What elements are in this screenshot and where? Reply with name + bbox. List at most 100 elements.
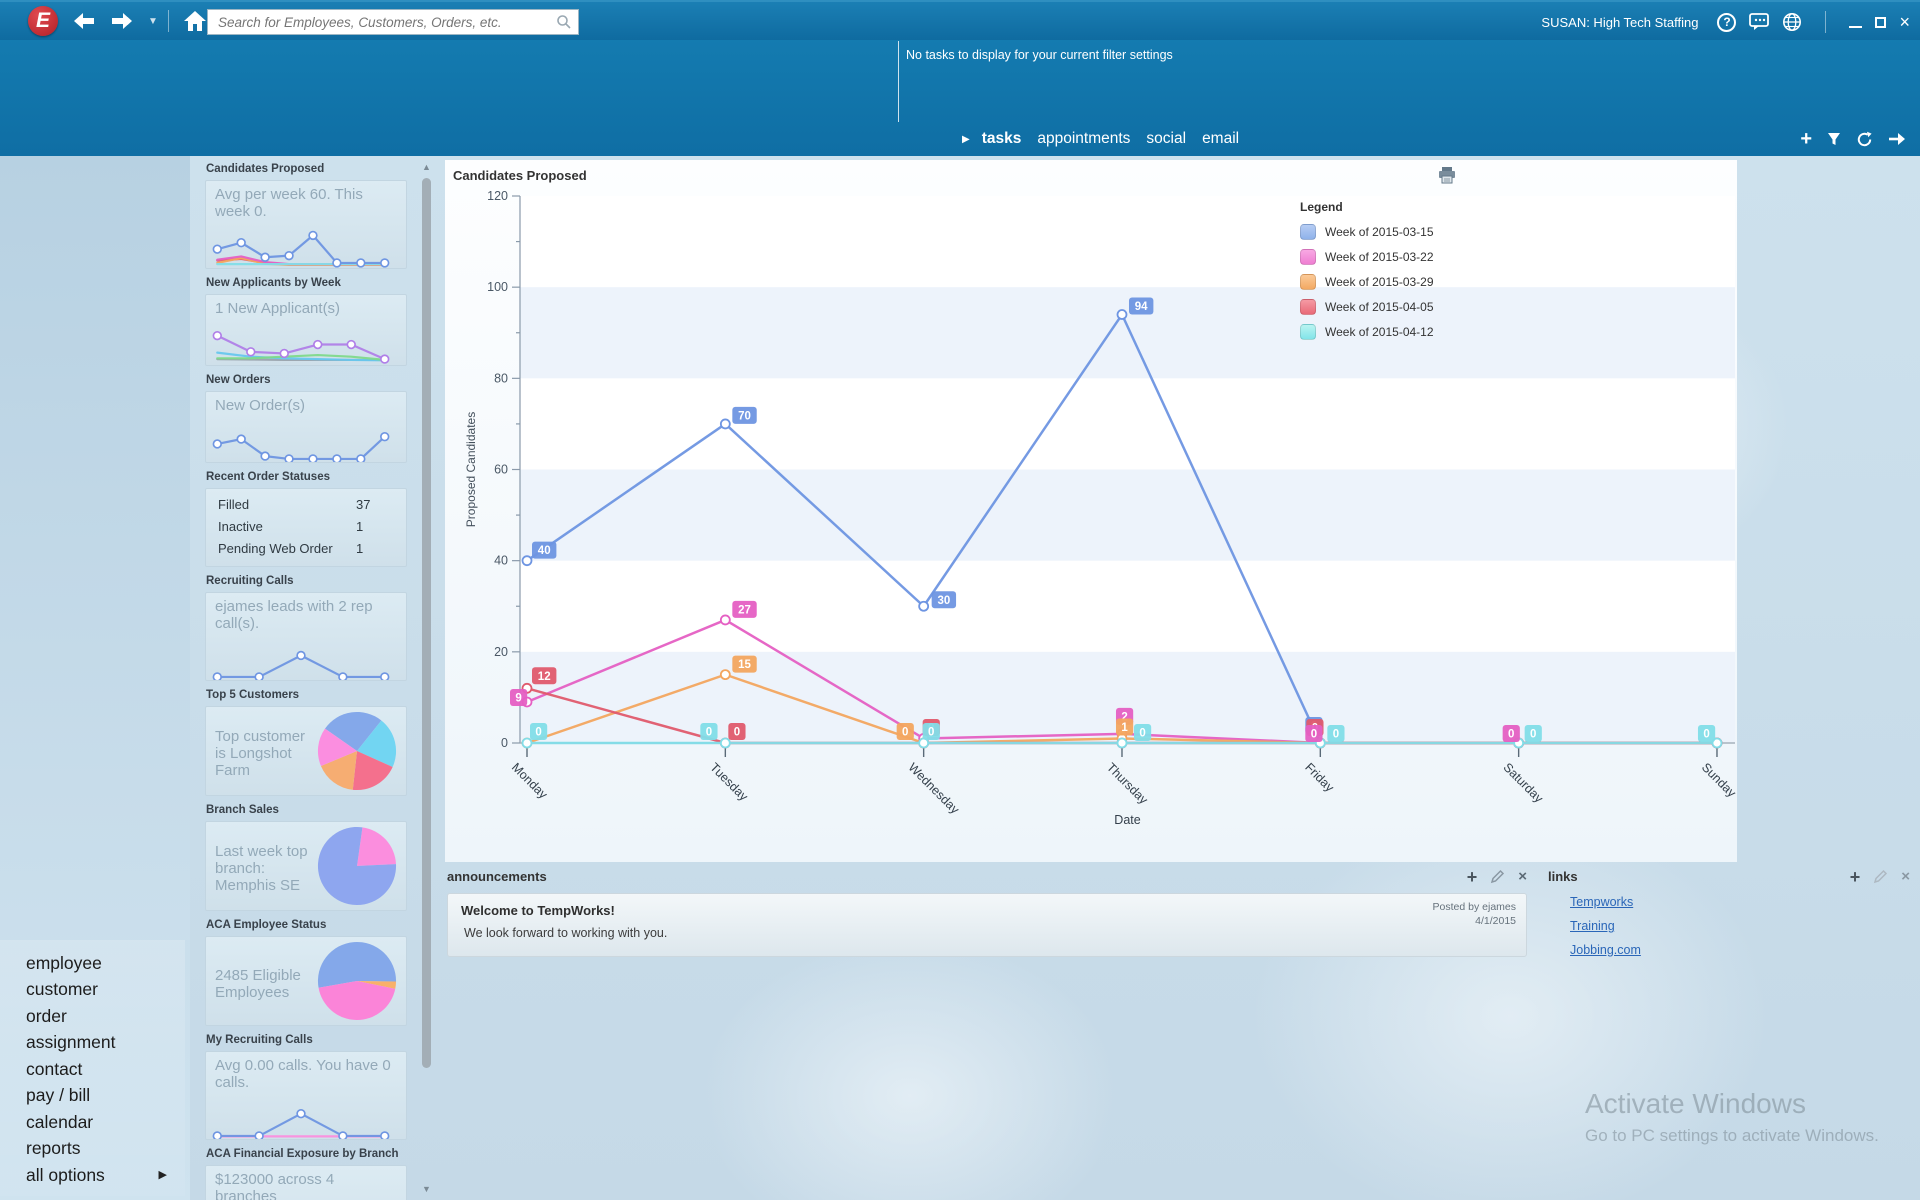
restore-button[interactable] bbox=[1875, 16, 1887, 28]
announcement-body: We look forward to working with you. bbox=[464, 926, 668, 940]
filter-icon[interactable] bbox=[1827, 132, 1841, 146]
chart-panel: Candidates Proposed 0 20 40 60 80 100 120 Propo… bbox=[445, 160, 1737, 862]
svg-text:0: 0 bbox=[535, 727, 541, 739]
svg-text:60: 60 bbox=[494, 463, 508, 477]
widget-card[interactable]: New Order(s) bbox=[205, 391, 407, 463]
search-icon[interactable] bbox=[556, 14, 572, 30]
widget-summary: 2485 Eligible Employees bbox=[215, 966, 301, 1001]
search-input[interactable] bbox=[208, 14, 556, 30]
minimize-button[interactable] bbox=[1849, 16, 1863, 28]
sidebar-item-reports[interactable]: reports bbox=[26, 1138, 81, 1158]
legend-item[interactable]: Week of 2015-03-29 bbox=[1300, 274, 1470, 290]
global-search bbox=[207, 9, 579, 35]
svg-text:9: 9 bbox=[515, 692, 521, 704]
legend-swatch bbox=[1300, 299, 1316, 315]
widget-summary: Avg 0.00 calls. You have 0 calls. bbox=[215, 1057, 391, 1091]
widget-card[interactable]: 2485 Eligible Employees bbox=[205, 936, 407, 1026]
scroll-up-icon[interactable]: ▲ bbox=[422, 162, 431, 172]
sidebar-item-calendar[interactable]: calendar bbox=[26, 1111, 94, 1132]
widget-title: Recent Order Statuses bbox=[206, 471, 330, 483]
forward-button[interactable] bbox=[110, 12, 134, 30]
svg-text:20: 20 bbox=[494, 645, 508, 659]
refresh-icon[interactable] bbox=[1856, 131, 1873, 148]
help-icon[interactable]: ? bbox=[1717, 12, 1737, 32]
widget-card[interactable]: Filled 37 Inactive 1 Pending Web Order 1 bbox=[205, 488, 407, 567]
tasks-panel: No tasks to display for your current fil… bbox=[0, 40, 1920, 156]
widget-card[interactable]: Last week top branch: Memphis SE bbox=[205, 821, 407, 911]
add-task-icon[interactable]: + bbox=[1800, 128, 1812, 150]
link-training[interactable]: Training bbox=[1570, 919, 1615, 933]
sidebar-item-all-options[interactable]: all options ▶ bbox=[26, 1164, 167, 1185]
legend-swatch bbox=[1300, 274, 1316, 290]
tab-appointments[interactable]: appointments bbox=[1037, 130, 1131, 147]
sidebar-item-assignment[interactable]: assignment bbox=[26, 1032, 116, 1052]
svg-text:40: 40 bbox=[538, 545, 551, 557]
tab-email[interactable]: email bbox=[1202, 130, 1240, 147]
announcement-card[interactable]: Welcome to TempWorks! We look forward to… bbox=[447, 893, 1527, 957]
widget-card[interactable]: Top customer is Longshot Farm bbox=[205, 706, 407, 796]
svg-text:0: 0 bbox=[1703, 729, 1709, 741]
feedback-icon[interactable] bbox=[1749, 13, 1770, 31]
widget-recent-order-statuses: Recent Order Statuses Filled 37 Inactive 1 Pe… bbox=[205, 471, 407, 567]
table-row: Filled 37 bbox=[218, 497, 371, 512]
widget-title: Top 5 Customers bbox=[206, 689, 300, 701]
forward-arrow-icon bbox=[112, 13, 132, 29]
link-jobbing-com[interactable]: Jobbing.com bbox=[1570, 943, 1641, 957]
edit-link-icon[interactable] bbox=[1873, 869, 1888, 884]
sidebar-item-customer[interactable]: customer bbox=[26, 979, 98, 999]
add-announcement-icon[interactable]: + bbox=[1466, 866, 1478, 887]
widget-summary: ejames leads with 2 rep call(s). bbox=[215, 598, 373, 632]
scrollbar-thumb[interactable] bbox=[422, 178, 431, 1068]
print-button[interactable] bbox=[1437, 166, 1457, 189]
widget-new-applicants-by-week: New Applicants by Week 1 New Applicant(s) bbox=[205, 277, 407, 366]
widgets-scrollbar: ▲ ▼ bbox=[420, 162, 433, 1194]
widget-card[interactable]: Avg 0.00 calls. You have 0 calls. bbox=[205, 1051, 407, 1140]
svg-text:100: 100 bbox=[487, 280, 508, 294]
widget-aca-financial-exposure-by-branch: ACA Financial Exposure by Branch $123000 … bbox=[205, 1148, 407, 1200]
add-link-icon[interactable]: + bbox=[1849, 866, 1861, 887]
links-panel: links + × Tempworks Training Jobbing.com bbox=[1548, 866, 1910, 958]
dashboard-tabs: ▶ tasks appointments social email + bbox=[0, 122, 1920, 156]
svg-text:Thursday: Thursday bbox=[1104, 760, 1151, 807]
history-dropdown[interactable]: ▼ bbox=[148, 15, 158, 27]
widget-summary: Top customer is Longshot Farm bbox=[215, 728, 306, 779]
sidebar-item-order[interactable]: order bbox=[26, 1005, 67, 1026]
legend-item[interactable]: Week of 2015-04-12 bbox=[1300, 324, 1470, 340]
svg-text:27: 27 bbox=[738, 604, 751, 616]
close-announcements-icon[interactable]: × bbox=[1518, 868, 1527, 885]
legend-label: Week of 2015-03-29 bbox=[1325, 275, 1434, 289]
svg-text:0: 0 bbox=[1530, 729, 1536, 741]
widget-card[interactable]: $123000 across 4 branches bbox=[205, 1165, 407, 1200]
back-button[interactable] bbox=[72, 12, 96, 30]
close-links-icon[interactable]: × bbox=[1901, 868, 1910, 885]
legend-label: Week of 2015-03-22 bbox=[1325, 250, 1434, 264]
dashboard-body: employee customer order assignment contact pa… bbox=[0, 156, 1920, 1200]
legend-item[interactable]: Week of 2015-03-15 bbox=[1300, 224, 1470, 240]
tab-social[interactable]: social bbox=[1146, 130, 1187, 147]
edit-announcement-icon[interactable] bbox=[1490, 869, 1505, 884]
sidebar-item-employee[interactable]: employee bbox=[26, 952, 102, 973]
web-icon[interactable] bbox=[1782, 12, 1802, 32]
legend-label: Week of 2015-03-15 bbox=[1325, 225, 1434, 239]
widget-pie-chart bbox=[317, 826, 397, 906]
tab-tasks[interactable]: tasks bbox=[981, 130, 1022, 147]
table-row: Pending Web Order 1 bbox=[218, 541, 364, 556]
widget-card[interactable]: 1 New Applicant(s) bbox=[205, 294, 407, 366]
tasks-expander-icon[interactable]: ▶ bbox=[962, 133, 970, 145]
svg-text:Proposed Candidates: Proposed Candidates bbox=[464, 412, 478, 527]
sidebar-item-contact[interactable]: contact bbox=[26, 1058, 83, 1079]
close-button[interactable]: × bbox=[1899, 12, 1910, 32]
app-logo[interactable]: E bbox=[28, 6, 58, 36]
widget-card[interactable]: Avg per week 60. This week 0. bbox=[205, 180, 407, 269]
legend-item[interactable]: Week of 2015-03-22 bbox=[1300, 249, 1470, 265]
scroll-down-icon[interactable]: ▼ bbox=[422, 1184, 431, 1194]
svg-text:2: 2 bbox=[1121, 711, 1127, 723]
home-button[interactable] bbox=[183, 10, 207, 32]
widget-summary: 1 New Applicant(s) bbox=[215, 300, 341, 317]
go-arrow-icon[interactable] bbox=[1888, 132, 1906, 146]
sidebar-item-pay-bill[interactable]: pay / bill bbox=[26, 1085, 91, 1105]
widget-aca-employee-status: ACA Employee Status 2485 Eligible Employe… bbox=[205, 919, 407, 1026]
link-tempworks[interactable]: Tempworks bbox=[1570, 895, 1634, 909]
legend-item[interactable]: Week of 2015-04-05 bbox=[1300, 299, 1470, 315]
widget-card[interactable]: ejames leads with 2 rep call(s). bbox=[205, 592, 407, 681]
